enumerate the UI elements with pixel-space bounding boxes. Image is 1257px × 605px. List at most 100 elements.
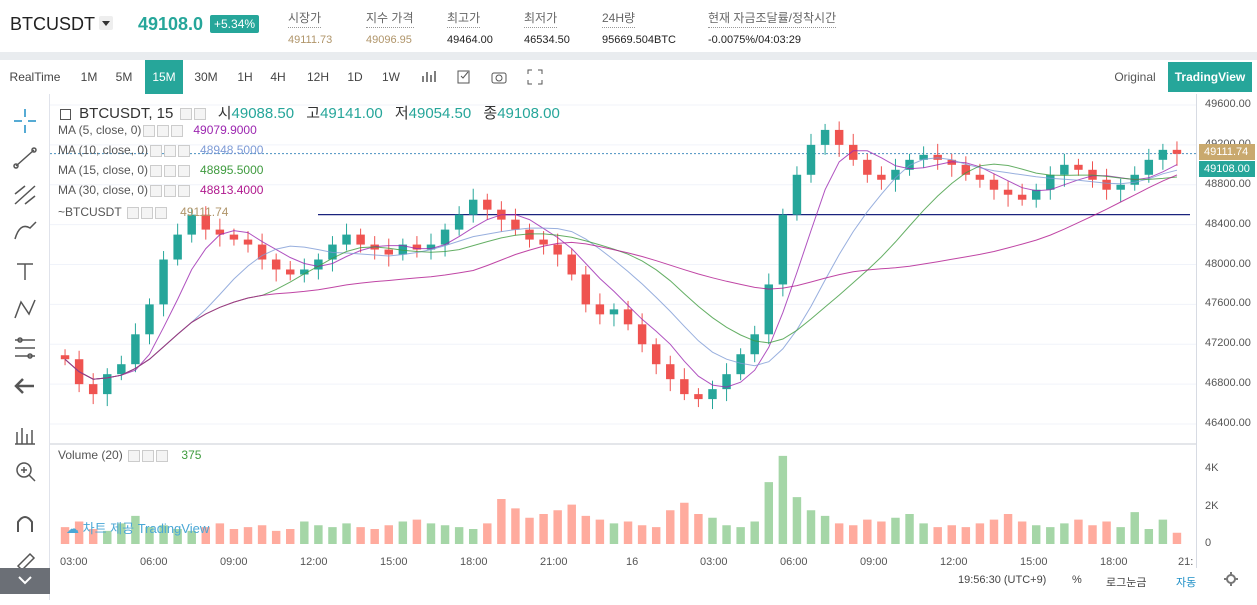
auto-toggle[interactable]: 자동: [1176, 577, 1197, 589]
close-icon[interactable]: [178, 144, 191, 157]
candle-body: [694, 394, 703, 400]
volume-bar: [271, 530, 281, 544]
text-icon[interactable]: [17, 263, 33, 280]
trend-line-icon[interactable]: [13, 147, 37, 169]
stat-3: 최저가 46534.50: [524, 9, 570, 46]
volume-bar: [919, 523, 928, 544]
bottom-bar: 19:56:30 (UTC+9) % 로그눈금 자동: [50, 568, 1257, 592]
percent-toggle[interactable]: %: [1072, 574, 1082, 586]
ma-legend-3: MA (30, close, 0) 48813.4000: [58, 183, 263, 197]
volume-bar: [1158, 519, 1168, 544]
candle-body: [342, 234, 351, 245]
settings-icon[interactable]: [142, 449, 155, 462]
volume-bar: [426, 523, 436, 544]
close-icon[interactable]: [178, 164, 191, 177]
interval-12h[interactable]: 12H: [306, 70, 329, 84]
original-button[interactable]: Original: [1114, 70, 1156, 84]
eye-icon[interactable]: [143, 124, 156, 137]
low-label: 저: [394, 105, 409, 122]
settings-icon[interactable]: [179, 108, 192, 121]
candle-body: [1172, 149, 1182, 154]
settings-icon[interactable]: [164, 164, 177, 177]
zoom-icon[interactable]: [16, 462, 36, 482]
collapse-toggle-icon[interactable]: [60, 108, 71, 120]
candle-body: [412, 244, 422, 250]
tradingview-button[interactable]: TradingView: [1168, 62, 1252, 92]
candle-style-icon[interactable]: [420, 68, 438, 86]
camera-icon[interactable]: [490, 68, 508, 86]
symbol-selector[interactable]: BTCUSDT: [10, 14, 113, 35]
close-icon[interactable]: [154, 206, 167, 219]
volume-bar: [483, 523, 492, 544]
settings-icon[interactable]: [164, 184, 177, 197]
measure-icon[interactable]: [15, 428, 35, 445]
close-icon[interactable]: [178, 184, 191, 197]
collapse-toolbar-button[interactable]: [0, 568, 50, 594]
volume-bar: [863, 519, 872, 544]
interval-5m[interactable]: 5M: [115, 70, 133, 84]
stat-0: 시장가 49111.73: [288, 9, 332, 46]
interval-4h[interactable]: 4H: [270, 70, 286, 84]
eye-icon[interactable]: [150, 164, 163, 177]
fib-icon[interactable]: [14, 185, 36, 205]
candle-body: [666, 364, 675, 380]
indicator-icon[interactable]: [455, 68, 473, 86]
candle-body: [595, 304, 605, 315]
close-icon[interactable]: [193, 108, 206, 121]
settings-icon[interactable]: [164, 144, 177, 157]
volume-bar: [525, 517, 534, 544]
arrow-back-icon[interactable]: [14, 378, 34, 394]
interval-15m[interactable]: 15M: [145, 60, 183, 94]
candle-body: [1158, 149, 1168, 160]
close-icon[interactable]: [156, 449, 169, 462]
candle-body: [1102, 179, 1111, 190]
candle-body: [961, 164, 971, 175]
crosshair-icon[interactable]: [14, 109, 36, 133]
interval-realtime[interactable]: RealTime: [9, 70, 61, 84]
interval-1w[interactable]: 1W: [382, 70, 400, 84]
candle-body: [454, 214, 464, 230]
prediction-icon[interactable]: [15, 337, 35, 359]
pattern-icon[interactable]: [14, 299, 36, 319]
candle-body: [1116, 184, 1125, 190]
candle-body: [384, 249, 393, 255]
candle-body: [736, 354, 745, 375]
eye-icon[interactable]: [150, 184, 163, 197]
price-axis[interactable]: 49600.0049200.0048800.0048400.0048000.00…: [1196, 94, 1257, 568]
candle-body: [440, 229, 450, 245]
eye-icon[interactable]: [126, 206, 139, 219]
volume-bar: [651, 527, 661, 544]
interval-1d[interactable]: 1D: [347, 70, 363, 84]
chevron-down-icon[interactable]: [99, 16, 113, 31]
candle-body: [131, 334, 140, 365]
volume-bar: [229, 529, 239, 544]
volume-tick: 4K: [1205, 462, 1219, 474]
price-chart[interactable]: [50, 94, 1196, 568]
interval-1m[interactable]: 1M: [80, 70, 98, 84]
volume-bar: [1003, 514, 1013, 544]
eye-icon[interactable]: [128, 449, 141, 462]
gear-icon[interactable]: [1224, 572, 1238, 586]
index-value: 49111.74: [180, 205, 229, 219]
settings-icon[interactable]: [140, 206, 153, 219]
fullscreen-icon[interactable]: [526, 68, 544, 86]
volume-bar: [201, 527, 211, 544]
volume-bar: [933, 527, 942, 544]
log-toggle[interactable]: 로그눈금: [1106, 577, 1147, 589]
top-info-bar: BTCUSDT 49108.0 +5.34% 시장가 49111.73 지수 가격 4…: [0, 0, 1257, 52]
interval-1h[interactable]: 1H: [237, 70, 253, 84]
volume-bar: [567, 504, 576, 544]
candle-body: [88, 384, 98, 395]
interval-30m[interactable]: 30M: [194, 70, 218, 84]
eye-icon[interactable]: [150, 144, 163, 157]
brush-icon[interactable]: [14, 221, 37, 240]
close-icon[interactable]: [171, 124, 184, 137]
volume-bar: [398, 521, 408, 544]
settings-icon[interactable]: [157, 124, 170, 137]
drawing-tools-svg: [13, 109, 37, 573]
magnet-icon[interactable]: [17, 516, 33, 532]
candle-body: [820, 129, 830, 145]
price-tick: 49600.00: [1205, 97, 1251, 110]
candle-body: [286, 269, 295, 275]
candle-body: [117, 364, 126, 375]
